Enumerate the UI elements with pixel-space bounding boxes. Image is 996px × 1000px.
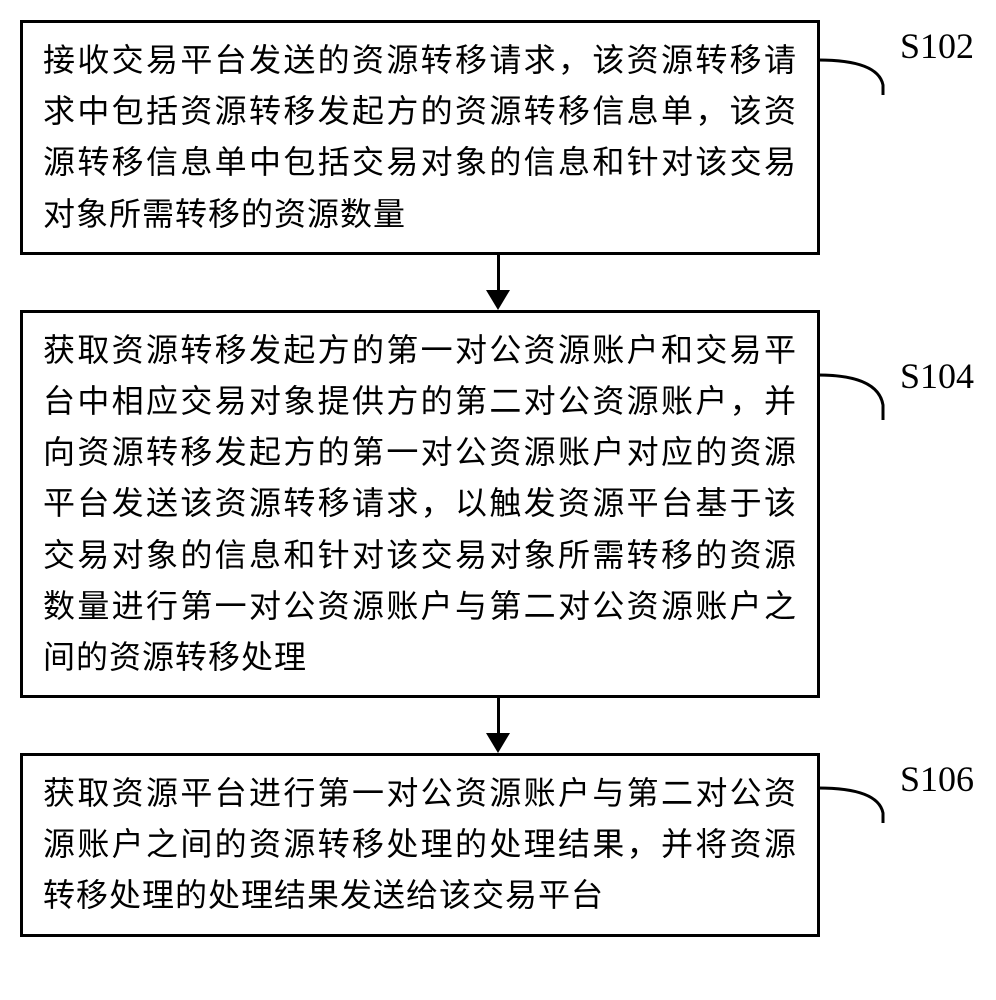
step-3-box: 获取资源平台进行第一对公资源账户与第二对公资源账户之间的资源转移处理的处理结果，… [20, 753, 820, 937]
step-1-label: S102 [900, 25, 974, 67]
step-3-text: 获取资源平台进行第一对公资源账户与第二对公资源账户之间的资源转移处理的处理结果，… [43, 768, 797, 922]
step-1-container: 接收交易平台发送的资源转移请求，该资源转移请求中包括资源转移发起方的资源转移信息… [20, 20, 976, 255]
arrow-1-line [497, 255, 500, 290]
arrow-2 [486, 698, 510, 753]
flowchart-container: 接收交易平台发送的资源转移请求，该资源转移请求中包括资源转移发起方的资源转移信息… [20, 20, 976, 937]
step-2-text: 获取资源转移发起方的第一对公资源账户和交易平台中相应交易对象提供方的第二对公资源… [43, 325, 797, 683]
step-2-connector [818, 305, 996, 505]
step-2-container: 获取资源转移发起方的第一对公资源账户和交易平台中相应交易对象提供方的第二对公资源… [20, 310, 976, 698]
step-3-container: 获取资源平台进行第一对公资源账户与第二对公资源账户之间的资源转移处理的处理结果，… [20, 753, 976, 937]
arrow-1-head [486, 290, 510, 310]
arrow-1 [486, 255, 510, 310]
step-1-text: 接收交易平台发送的资源转移请求，该资源转移请求中包括资源转移发起方的资源转移信息… [43, 35, 797, 240]
step-2-box: 获取资源转移发起方的第一对公资源账户和交易平台中相应交易对象提供方的第二对公资源… [20, 310, 820, 698]
arrow-2-head [486, 733, 510, 753]
step-1-box: 接收交易平台发送的资源转移请求，该资源转移请求中包括资源转移发起方的资源转移信息… [20, 20, 820, 255]
arrow-2-line [497, 698, 500, 733]
step-3-label: S106 [900, 758, 974, 800]
step-2-label: S104 [900, 355, 974, 397]
